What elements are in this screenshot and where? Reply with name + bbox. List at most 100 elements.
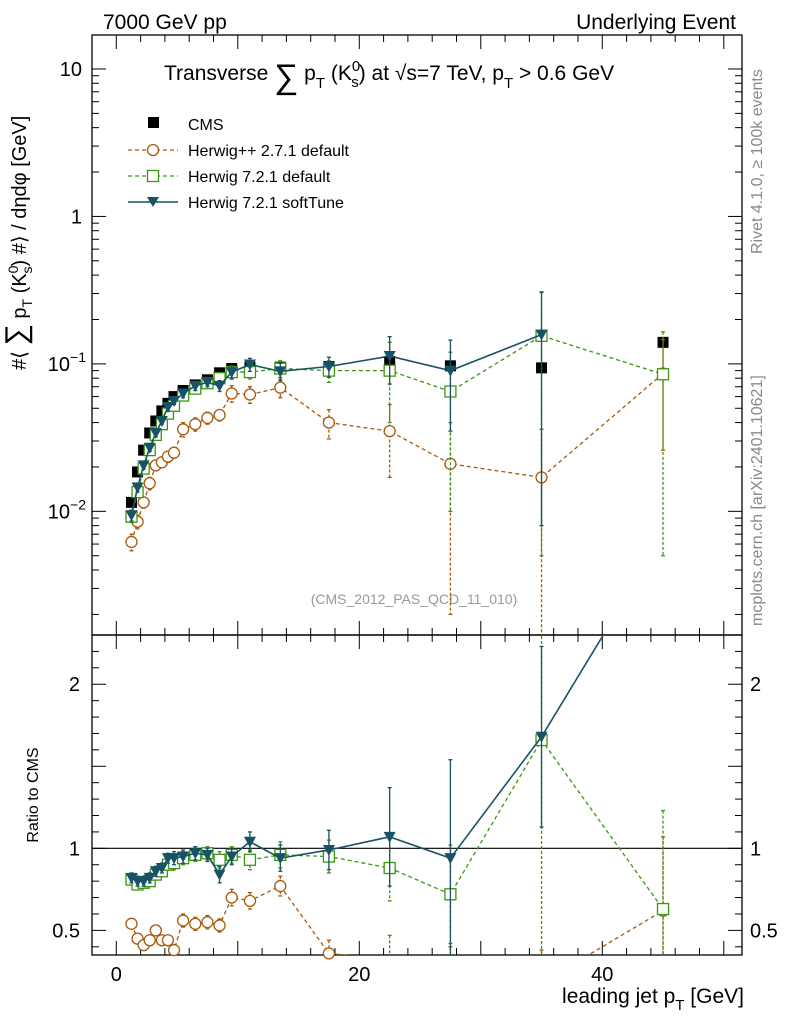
data-point <box>243 359 256 371</box>
data-point <box>168 396 181 408</box>
data-point <box>201 916 214 929</box>
data-point <box>383 424 396 438</box>
data-point <box>213 869 226 881</box>
data-point <box>143 477 156 490</box>
data-point <box>149 866 162 878</box>
data-point <box>125 496 137 508</box>
data-point <box>322 361 335 373</box>
x-axis-label: leading jet pT [GeV] <box>562 985 744 1014</box>
data-point <box>155 415 168 427</box>
main-axes: 10−2 10−1 1 10 <box>48 35 742 635</box>
data-point <box>322 947 336 960</box>
data-point <box>201 849 214 861</box>
data-point <box>383 831 396 843</box>
data-point <box>143 442 156 454</box>
data-point <box>444 853 457 865</box>
ratio-y-tick-label-left: 2 <box>69 674 80 696</box>
data-point <box>189 418 202 431</box>
data-point <box>225 891 238 904</box>
data-point <box>137 876 150 888</box>
ratio-y-tick-label-right: 0.5 <box>750 920 778 942</box>
data-point <box>155 863 168 875</box>
data-point <box>189 380 202 392</box>
y-tick-label: 1 <box>71 206 82 228</box>
series-ratio-herwig721-default <box>125 636 670 954</box>
data-point <box>167 446 181 459</box>
series-line-ratio-herwig721-softtune <box>131 635 605 882</box>
data-point <box>143 872 156 884</box>
data-point <box>149 427 162 439</box>
series-line-ratio-herwig721-default <box>131 738 664 910</box>
data-point <box>137 460 150 472</box>
legend-item-herwig7-default: Herwig 7.2.1 default <box>128 169 331 186</box>
x-tick-label: 20 <box>348 964 370 986</box>
ratio-series-layer <box>125 635 670 960</box>
main-series-layer <box>125 291 670 634</box>
ratio-plot-frame <box>91 634 743 956</box>
data-point <box>243 836 256 848</box>
legend-label-herwigpp: Herwig++ 2.7.1 default <box>188 143 350 160</box>
data-point <box>137 496 150 509</box>
series-line-herwig721-default <box>130 335 664 517</box>
series-line-herwigpp-271 <box>130 373 664 543</box>
data-point <box>125 535 138 549</box>
data-point <box>213 919 226 932</box>
analysis-annotation: (CMS_2012_PAS_QCD_11_010) <box>311 591 518 607</box>
data-point <box>201 411 214 425</box>
legend-label-herwig7-softtune: Herwig 7.2.1 softTune <box>188 195 344 212</box>
data-point <box>213 380 226 392</box>
data-point <box>274 381 287 394</box>
data-point <box>225 851 238 863</box>
legend-item-cms: CMS <box>148 117 224 134</box>
data-point <box>225 387 238 400</box>
data-point <box>167 943 181 957</box>
data-point <box>274 366 287 378</box>
ratio-y-tick-label-left: 1 <box>69 838 80 860</box>
mcplots-label: mcplots.cern.ch [arXiv:2401.10621] <box>749 375 766 626</box>
legend-item-herwigpp: Herwig++ 2.7.1 default <box>128 143 350 160</box>
data-point <box>177 851 190 863</box>
header-right: Underlying Event <box>576 11 736 34</box>
ratio-y-tick-label-right: 1 <box>750 838 761 860</box>
data-point <box>225 367 238 379</box>
data-point <box>161 934 175 947</box>
x-tick-label: 0 <box>111 964 122 986</box>
data-point <box>149 924 162 937</box>
data-point <box>243 894 257 907</box>
y-tick-label: 10 <box>60 59 82 81</box>
data-point <box>131 482 144 494</box>
data-point <box>143 934 156 947</box>
ratio-ylabel: Ratio to CMS <box>25 747 42 842</box>
data-point <box>656 368 670 381</box>
y-tick-label: 10−2 <box>48 496 86 523</box>
y-tick-label: 10−1 <box>48 349 86 376</box>
data-point <box>243 853 257 866</box>
data-point <box>125 510 138 522</box>
data-point <box>125 917 138 930</box>
series-line-ratio-herwigpp-271 <box>130 885 664 955</box>
rivet-label: Rivet 4.1.0, ≥ 100k events <box>749 69 766 254</box>
ratio-y-tick-label-left: 0.5 <box>52 920 80 942</box>
data-point <box>535 329 548 341</box>
series-herwig721-softtune <box>125 291 548 527</box>
data-point <box>213 408 226 422</box>
data-point <box>189 848 202 860</box>
data-point <box>274 879 287 893</box>
data-point <box>168 853 181 865</box>
data-point <box>201 377 214 389</box>
legend-item-herwig7-softtune: Herwig 7.2.1 softTune <box>128 195 344 212</box>
header-left: 7000 GeV pp <box>103 11 227 34</box>
x-tick-label: 40 <box>591 964 613 986</box>
data-point <box>213 853 226 866</box>
data-point <box>176 423 190 436</box>
ratio-y-tick-label-right: 2 <box>750 674 761 696</box>
data-point <box>177 388 190 400</box>
main-ylabel: #⟨ ∑ pT (K0s) #⟩ / dηdφ [GeV] <box>0 116 35 370</box>
series-ratio-herwig721-softtune <box>125 635 605 954</box>
data-point <box>274 853 287 865</box>
data-point <box>444 365 457 377</box>
data-point <box>535 731 548 743</box>
main-title: Transverse ∑ pT (K0 s) at √s=7 TeV, pT > … <box>164 58 614 96</box>
legend: CMS Herwig++ 2.7.1 default Herwig 7.2.1 … <box>128 117 350 212</box>
